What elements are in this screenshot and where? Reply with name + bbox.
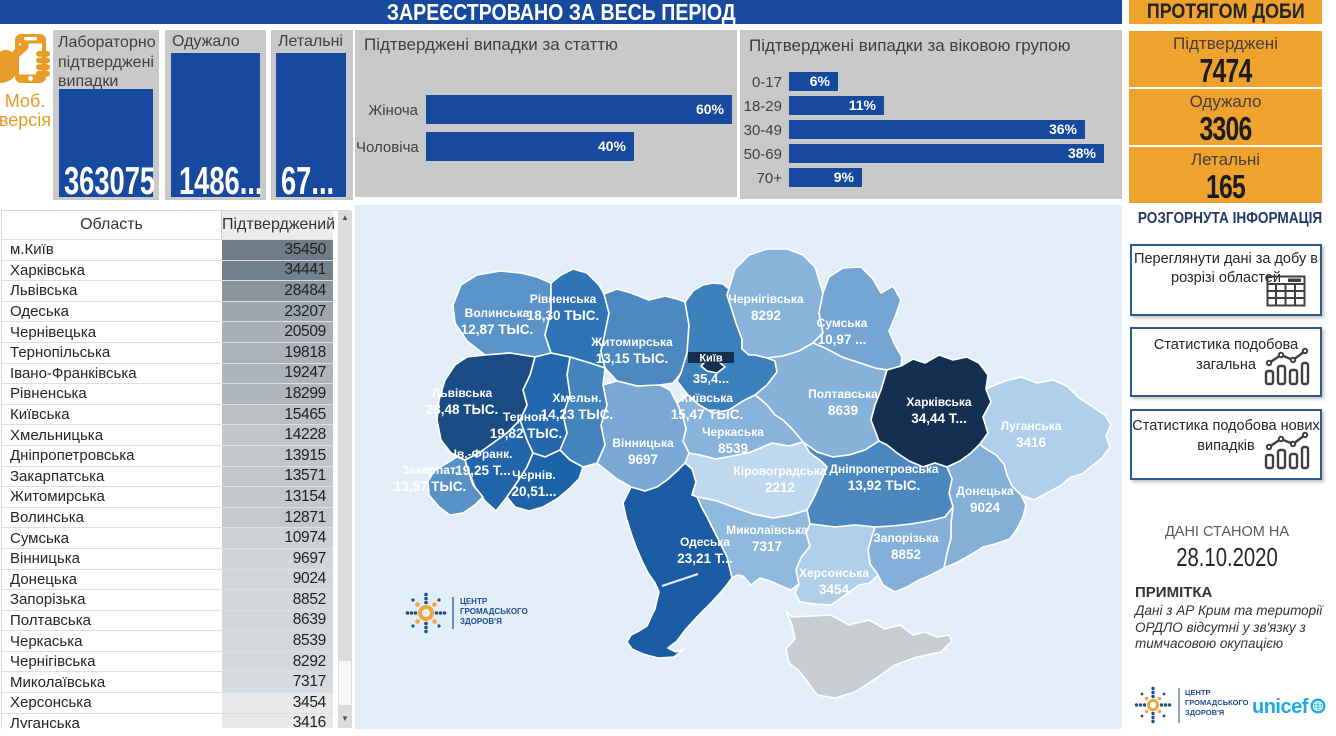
svg-text:Закарпат.: Закарпат. [402, 463, 458, 477]
svg-text:34,44 Т...: 34,44 Т... [911, 411, 967, 426]
svg-text:unicef: unicef [1252, 696, 1309, 718]
svg-text:18,30 ТЫС.: 18,30 ТЫС. [527, 308, 600, 323]
svg-text:ГРОМАДСЬКОГО: ГРОМАДСЬКОГО [460, 607, 528, 616]
svg-text:Хмельн.: Хмельн. [552, 391, 601, 405]
svg-text:13,92 ТЫС.: 13,92 ТЫС. [848, 478, 921, 493]
svg-text:14,23 ТЫС.: 14,23 ТЫС. [541, 407, 614, 422]
svg-text:Волинська: Волинська [465, 306, 530, 320]
svg-text:ГРОМАДСЬКОГО: ГРОМАДСЬКОГО [1185, 698, 1249, 707]
svg-text:Луганська: Луганська [1001, 419, 1062, 433]
svg-text:10,97 ...: 10,97 ... [818, 332, 867, 347]
svg-text:Херсонська: Херсонська [799, 566, 869, 580]
svg-text:Одеська: Одеська [680, 535, 730, 549]
svg-text:9697: 9697 [628, 452, 658, 467]
svg-text:ЦЕНТР: ЦЕНТР [460, 597, 488, 606]
svg-text:3416: 3416 [1016, 435, 1047, 450]
svg-text:ЦЕНТР: ЦЕНТР [1185, 688, 1210, 697]
svg-text:20,51...: 20,51... [511, 484, 556, 499]
svg-text:Миколаївська: Миколаївська [726, 523, 808, 537]
svg-text:Запорізька: Запорізька [873, 531, 939, 545]
svg-text:Харківська: Харківська [906, 395, 971, 409]
svg-text:19,82 ТЫС.: 19,82 ТЫС. [490, 426, 563, 441]
svg-text:Полтавська: Полтавська [808, 387, 878, 401]
svg-text:9024: 9024 [970, 500, 1001, 515]
svg-text:8292: 8292 [751, 308, 781, 323]
svg-text:8539: 8539 [718, 441, 748, 456]
svg-text:13,15 ТЫС.: 13,15 ТЫС. [596, 351, 669, 366]
svg-text:Донецька: Донецька [956, 484, 1014, 498]
svg-text:3454: 3454 [819, 582, 850, 597]
svg-text:Чернів.: Чернів. [512, 468, 556, 482]
svg-text:13,57 ТЫС.: 13,57 ТЫС. [394, 479, 467, 494]
svg-text:12,87 ТЫС.: 12,87 ТЫС. [461, 322, 534, 337]
svg-text:23,21 Т...: 23,21 Т... [677, 551, 733, 566]
svg-text:Ів.-Франк.: Ів.-Франк. [454, 447, 513, 461]
svg-text:Житомирська: Житомирська [590, 335, 673, 349]
svg-text:Львівська: Львівська [432, 386, 493, 400]
svg-text:8639: 8639 [828, 403, 858, 418]
svg-text:35,4...: 35,4... [693, 371, 729, 386]
svg-text:28,48 ТЫС.: 28,48 ТЫС. [426, 402, 499, 417]
svg-text:Рівненська: Рівненська [530, 292, 597, 306]
svg-text:Чернігівська: Чернігівська [728, 292, 803, 306]
svg-text:19,25 Т...: 19,25 Т... [455, 463, 511, 478]
svg-text:15,47 ТЫС.: 15,47 ТЫС. [671, 407, 744, 422]
svg-text:Сумська: Сумська [817, 316, 868, 330]
svg-text:Київ: Київ [699, 353, 723, 365]
svg-text:8852: 8852 [891, 547, 921, 562]
svg-text:Черкаська: Черкаська [702, 425, 764, 439]
svg-text:Терноп.: Терноп. [503, 410, 549, 424]
svg-text:Київська: Київська [681, 391, 733, 405]
svg-text:Вінницька: Вінницька [612, 436, 674, 450]
svg-text:Кіровоградська: Кіровоградська [733, 464, 826, 478]
svg-text:ЗДОРОВ'Я: ЗДОРОВ'Я [460, 617, 502, 626]
svg-text:Дніпропетровська: Дніпропетровська [829, 462, 938, 476]
svg-text:ЗДОРОВ'Я: ЗДОРОВ'Я [1185, 708, 1224, 717]
svg-text:2212: 2212 [765, 480, 795, 495]
svg-text:7317: 7317 [752, 539, 782, 554]
